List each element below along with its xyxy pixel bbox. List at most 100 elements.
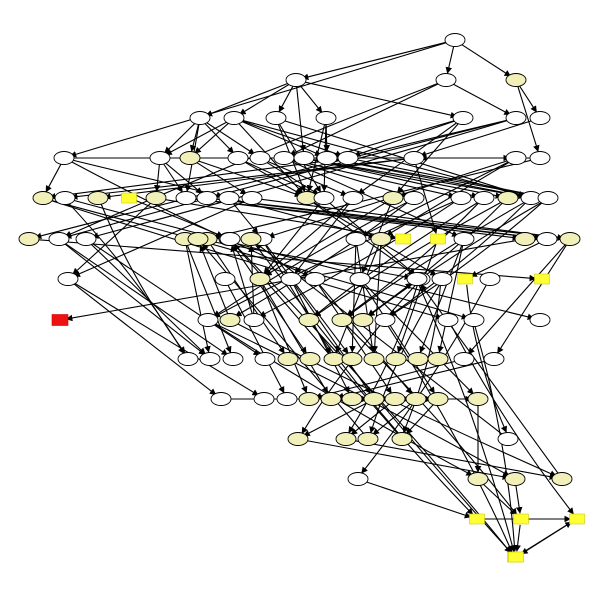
graph-node[interactable] [403, 191, 425, 205]
graph-node-highlighted[interactable] [335, 432, 357, 446]
graph-node-highlighted[interactable] [467, 392, 489, 406]
graph-node-box[interactable] [513, 513, 529, 525]
graph-node[interactable] [243, 313, 265, 327]
graph-node[interactable] [347, 472, 369, 486]
graph-node-highlighted[interactable] [287, 432, 309, 446]
graph-node-box[interactable] [121, 192, 137, 204]
graph-node[interactable] [276, 392, 298, 406]
graph-node-highlighted[interactable] [467, 472, 489, 486]
graph-node[interactable] [529, 111, 551, 125]
graph-node-highlighted[interactable] [405, 392, 427, 406]
graph-node[interactable] [349, 272, 371, 286]
graph-node-highlighted[interactable] [32, 191, 54, 205]
graph-node-highlighted[interactable] [18, 232, 40, 246]
graph-node-box[interactable] [508, 551, 524, 563]
graph-node-highlighted[interactable] [514, 232, 536, 246]
graph-node-highlighted[interactable] [559, 232, 581, 246]
graph-node[interactable] [316, 151, 338, 165]
graph-node-highlighted[interactable] [323, 352, 345, 366]
graph-node[interactable] [406, 272, 428, 286]
graph-node[interactable] [315, 111, 337, 125]
graph-node-highlighted[interactable] [497, 191, 519, 205]
graph-node[interactable] [241, 191, 263, 205]
graph-node-root-box[interactable] [51, 314, 69, 326]
graph-node-box[interactable] [469, 513, 485, 525]
graph-node-highlighted[interactable] [298, 392, 320, 406]
graph-node[interactable] [222, 352, 244, 366]
graph-node[interactable] [435, 73, 457, 87]
graph-node-highlighted[interactable] [352, 313, 374, 327]
graph-node-box[interactable] [534, 273, 550, 285]
graph-node-highlighted[interactable] [427, 392, 449, 406]
graph-node[interactable] [273, 151, 295, 165]
graph-node-highlighted[interactable] [363, 352, 385, 366]
graph-node-highlighted[interactable] [370, 232, 392, 246]
graph-node[interactable] [536, 232, 558, 246]
graph-node[interactable] [149, 151, 171, 165]
graph-node[interactable] [265, 111, 287, 125]
graph-node[interactable] [75, 232, 97, 246]
graph-node-highlighted[interactable] [341, 352, 363, 366]
graph-node[interactable] [342, 191, 364, 205]
graph-node[interactable] [437, 313, 459, 327]
graph-node[interactable] [537, 191, 559, 205]
graph-node-highlighted[interactable] [87, 191, 109, 205]
graph-node-highlighted[interactable] [320, 392, 342, 406]
graph-node[interactable] [337, 151, 359, 165]
graph-node[interactable] [214, 272, 236, 286]
graph-node[interactable] [199, 352, 221, 366]
graph-node-highlighted[interactable] [145, 191, 167, 205]
graph-node-highlighted[interactable] [219, 313, 241, 327]
graph-node-highlighted[interactable] [384, 392, 406, 406]
graph-node-box[interactable] [395, 233, 411, 245]
graph-node-highlighted[interactable] [331, 313, 353, 327]
graph-node-highlighted[interactable] [249, 272, 271, 286]
graph-node-highlighted[interactable] [427, 352, 449, 366]
graph-node[interactable] [505, 151, 527, 165]
graph-node[interactable] [57, 272, 79, 286]
graph-node[interactable] [529, 313, 551, 327]
graph-node-highlighted[interactable] [357, 432, 379, 446]
graph-node[interactable] [189, 111, 211, 125]
graph-node[interactable] [473, 191, 495, 205]
graph-node-highlighted[interactable] [385, 352, 407, 366]
graph-node[interactable] [452, 111, 474, 125]
graph-node-highlighted[interactable] [363, 392, 385, 406]
graph-node-highlighted[interactable] [391, 432, 413, 446]
graph-node[interactable] [48, 232, 70, 246]
graph-node[interactable] [483, 352, 505, 366]
graph-node[interactable] [175, 191, 197, 205]
graph-node[interactable] [54, 191, 76, 205]
graph-node[interactable] [313, 191, 335, 205]
graph-node-highlighted[interactable] [299, 352, 321, 366]
graph-node-highlighted[interactable] [382, 191, 404, 205]
graph-node-highlighted[interactable] [407, 352, 429, 366]
graph-node[interactable] [374, 313, 396, 327]
graph-node[interactable] [505, 111, 527, 125]
graph-node[interactable] [403, 151, 425, 165]
graph-node[interactable] [479, 272, 501, 286]
graph-node[interactable] [219, 232, 241, 246]
graph-node[interactable] [197, 313, 219, 327]
graph-node-highlighted[interactable] [298, 313, 320, 327]
graph-node-highlighted[interactable] [505, 73, 527, 87]
graph-node[interactable] [497, 432, 519, 446]
graph-node[interactable] [253, 392, 275, 406]
graph-node-highlighted[interactable] [179, 151, 201, 165]
graph-node[interactable] [223, 111, 245, 125]
graph-node[interactable] [285, 73, 307, 87]
graph-node[interactable] [444, 33, 466, 47]
graph-node[interactable] [293, 151, 315, 165]
graph-node[interactable] [453, 232, 475, 246]
graph-node[interactable] [249, 151, 271, 165]
graph-node[interactable] [529, 151, 551, 165]
graph-node-box[interactable] [430, 233, 446, 245]
graph-node[interactable] [280, 272, 302, 286]
graph-node[interactable] [463, 313, 485, 327]
graph-node-box[interactable] [457, 273, 473, 285]
graph-node-highlighted[interactable] [187, 232, 209, 246]
graph-node-highlighted[interactable] [551, 472, 573, 486]
graph-node[interactable] [177, 352, 199, 366]
graph-node-highlighted[interactable] [341, 392, 363, 406]
graph-node[interactable] [210, 392, 232, 406]
